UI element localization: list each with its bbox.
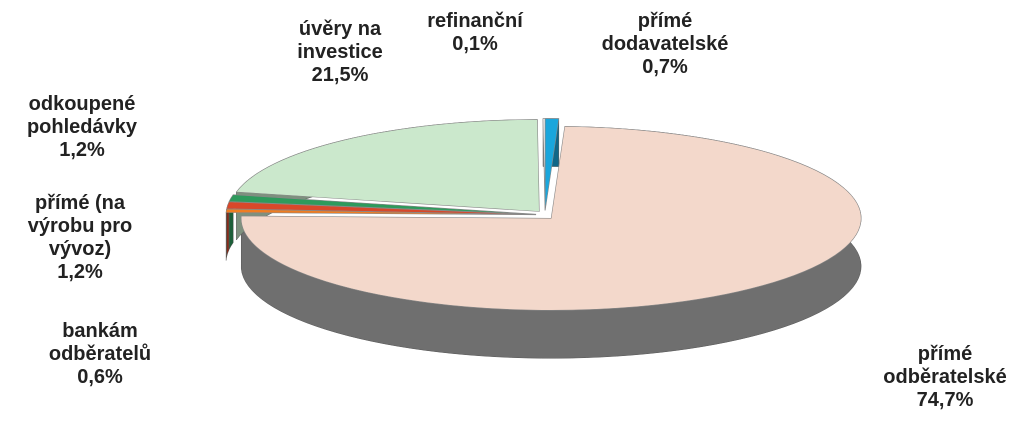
slice <box>228 194 537 215</box>
value-label: 1,2% <box>57 261 103 283</box>
category-name: úvěry na investice <box>297 18 383 63</box>
value-label: 74,7% <box>916 389 974 411</box>
category-name: přímé (na výrobu pro vývoz) <box>27 192 133 260</box>
slice <box>235 119 540 212</box>
value-label: 1,2% <box>59 139 105 161</box>
category-name: přímé odběratelské <box>883 343 1007 388</box>
category-name: refinanční <box>427 10 523 32</box>
value-label: 0,1% <box>452 33 498 55</box>
value-label: 0,6% <box>77 366 123 388</box>
slice-label: přímé dodavatelské 0,7% <box>585 10 745 79</box>
slice-label: přímé (na výrobu pro vývoz) 1,2% <box>10 192 150 284</box>
category-name: odkoupené pohledávky <box>26 93 138 138</box>
slice <box>542 118 546 211</box>
slice-label: bankám odběratelů 0,6% <box>25 320 175 389</box>
slice <box>226 201 537 215</box>
value-label: 0,7% <box>642 56 688 78</box>
slice-label: refinanční 0,1% <box>415 10 535 56</box>
slice-label: přímé odběratelské 74,7% <box>860 343 1030 412</box>
slice <box>240 126 862 311</box>
category-name: bankám odběratelů <box>48 320 152 365</box>
slice-label: odkoupené pohledávky 1,2% <box>2 93 162 162</box>
slice-label: úvěry na investice 21,5% <box>270 18 410 87</box>
category-name: přímé dodavatelské <box>601 10 729 55</box>
value-label: 21,5% <box>311 64 369 86</box>
